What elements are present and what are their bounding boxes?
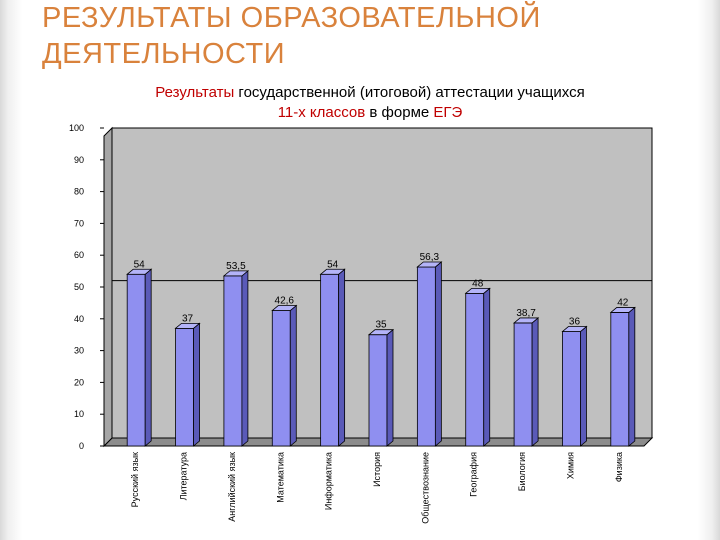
y-tick-label: 60 — [74, 250, 84, 260]
x-tick-label: Биология — [517, 452, 527, 491]
bar — [126, 273, 146, 447]
bar — [562, 331, 581, 447]
x-tick-label: История — [372, 452, 382, 487]
bar-side — [386, 328, 394, 447]
x-tick-label: Физика — [614, 452, 624, 482]
y-tick-label: 100 — [69, 123, 84, 133]
y-tick-label: 70 — [74, 218, 84, 228]
data-label: 53,5 — [226, 261, 246, 272]
data-label: 42,6 — [275, 296, 295, 307]
bar — [416, 266, 436, 447]
bar — [271, 310, 291, 447]
bar — [175, 327, 194, 447]
y-tick-label: 50 — [74, 282, 84, 292]
bar — [513, 322, 533, 447]
chart-title-word-results: Результаты — [155, 84, 235, 101]
chart-title-line1: Результаты государственной (итоговой) ат… — [60, 84, 680, 101]
bar-top — [319, 268, 346, 275]
x-tick-label: Английский язык — [227, 452, 237, 522]
y-tick-label: 0 — [79, 441, 84, 451]
data-label: 48 — [472, 278, 484, 289]
data-label: 36 — [569, 317, 581, 328]
bar-top — [416, 261, 443, 268]
x-tick-label: Математика — [275, 452, 285, 503]
bar — [368, 334, 388, 447]
bar — [465, 292, 485, 447]
chart-side-wall — [103, 126, 113, 448]
data-label: 42 — [617, 297, 629, 308]
bar-top — [126, 268, 153, 275]
bar-top — [271, 305, 298, 311]
chart-title-line2: 11-х классов в форме ЕГЭ — [60, 104, 680, 121]
x-tick-label: Обществознание — [420, 452, 430, 524]
y-tick-label: 20 — [74, 377, 84, 387]
x-tick-label: География — [469, 452, 479, 497]
slide-title: РЕЗУЛЬТАТЫ ОБРАЗОВАТЕЛЬНОЙ ДЕЯТЕЛЬНОСТИ — [42, 0, 682, 72]
bar-side — [338, 268, 346, 447]
data-label: 35 — [375, 320, 387, 331]
bar-top — [174, 322, 201, 329]
bar-side — [193, 322, 200, 447]
x-tick-label: Литература — [179, 452, 189, 500]
bar — [223, 275, 243, 447]
bar-side — [483, 287, 491, 447]
x-tick-label: Информатика — [324, 452, 334, 510]
data-label: 54 — [327, 259, 339, 270]
chart-title-word-ege: ЕГЭ — [433, 104, 463, 121]
data-label: 54 — [134, 259, 146, 270]
bar-top — [512, 317, 540, 324]
y-tick-label: 10 — [74, 409, 84, 419]
bar-top — [222, 270, 250, 277]
x-tick-label: Химия — [565, 452, 575, 479]
bar-side — [531, 317, 539, 447]
bar-side — [144, 268, 152, 447]
bar-side — [241, 270, 249, 447]
data-label: 38,7 — [516, 308, 536, 319]
y-tick-label: 30 — [74, 346, 84, 356]
bar-side — [434, 261, 442, 447]
bar-side — [580, 325, 587, 447]
bar-top — [609, 307, 636, 313]
chart-title-text-1: государственной (итоговой) аттестации уч… — [234, 84, 585, 101]
data-label: 37 — [182, 313, 194, 324]
bar-top — [367, 329, 395, 336]
y-tick-label: 80 — [74, 187, 84, 197]
bar — [320, 273, 340, 447]
data-label: 56,3 — [420, 252, 440, 263]
bar-top — [561, 326, 588, 332]
slide-title-line1: РЕЗУЛЬТАТЫ ОБРАЗОВАТЕЛЬНОЙ — [42, 2, 541, 34]
bar-top — [464, 287, 491, 294]
y-tick-label: 40 — [74, 314, 84, 324]
bar-side — [628, 306, 636, 447]
chart-title-word-grades: 11-х классов — [277, 104, 366, 121]
bar — [610, 312, 630, 447]
chart-title-text-2: в форме — [365, 104, 434, 121]
slide-title-line2: ДЕЯТЕЛЬНОСТИ — [42, 38, 286, 70]
x-tick-label: Русский язык — [130, 452, 140, 507]
bar-side — [289, 304, 297, 447]
y-tick-label: 90 — [74, 155, 84, 165]
